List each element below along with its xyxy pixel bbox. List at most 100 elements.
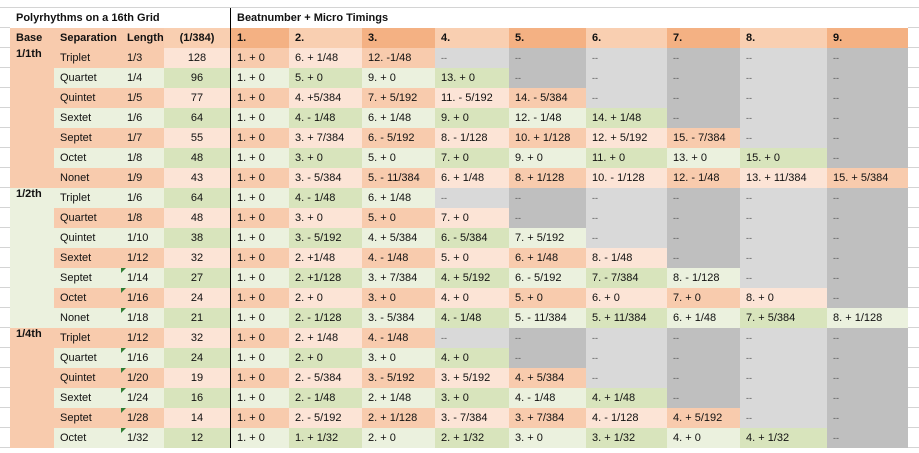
ticks-cell[interactable]: 43	[164, 168, 230, 188]
separation-cell[interactable]: Nonet	[54, 308, 121, 328]
beat-timing-cell[interactable]: 3. - 7/384	[435, 408, 509, 428]
beat-timing-cell[interactable]: 2. +1/128	[289, 268, 362, 288]
beat-timing-cell[interactable]: --	[827, 288, 908, 308]
beat-timing-cell[interactable]: 4. + 1/48	[586, 388, 667, 408]
beat-timing-cell[interactable]: 8. - 1/128	[667, 268, 740, 288]
separation-cell[interactable]: Quartet	[54, 348, 121, 368]
length-cell[interactable]: 1/32	[121, 428, 164, 448]
beat-timing-cell[interactable]: 2. - 1/48	[289, 388, 362, 408]
beat-timing-cell[interactable]: --	[586, 368, 667, 388]
beat-timing-cell[interactable]: --	[586, 88, 667, 108]
beat-timing-cell[interactable]: --	[740, 268, 827, 288]
beat-timing-cell[interactable]: --	[740, 228, 827, 248]
beat-timing-cell[interactable]: 2. + 1/32	[435, 428, 509, 448]
beat-timing-cell[interactable]: --	[509, 328, 586, 348]
beat-timing-cell[interactable]: 2. + 1/128	[362, 408, 435, 428]
beat-timing-cell[interactable]: --	[667, 48, 740, 68]
base-cell[interactable]: 1/4th	[10, 328, 54, 448]
beat-timing-cell[interactable]: 4. - 1/48	[362, 248, 435, 268]
beat-timing-cell[interactable]: --	[435, 48, 509, 68]
beat-timing-cell[interactable]: --	[827, 228, 908, 248]
beat-timing-cell[interactable]: 4. - 1/48	[289, 108, 362, 128]
ticks-cell[interactable]: 48	[164, 208, 230, 228]
beat-timing-cell[interactable]: 15. - 7/384	[667, 128, 740, 148]
beat-timing-cell[interactable]: --	[740, 128, 827, 148]
column-header[interactable]: 7.	[667, 28, 740, 48]
beat-timing-cell[interactable]: 7. + 5/384	[740, 308, 827, 328]
ticks-cell[interactable]: 96	[164, 68, 230, 88]
beat-timing-cell[interactable]: 4. + 0	[667, 428, 740, 448]
beat-timing-cell[interactable]: 12. -1/48	[362, 48, 435, 68]
beat-timing-cell[interactable]: 6. + 0	[586, 288, 667, 308]
column-header[interactable]: 4.	[435, 28, 509, 48]
empty-cell[interactable]	[740, 8, 827, 28]
beat-timing-cell[interactable]: --	[827, 148, 908, 168]
beat-timing-cell[interactable]: --	[827, 248, 908, 268]
beat-timing-cell[interactable]: 4. + 0	[435, 288, 509, 308]
length-cell[interactable]: 1/24	[121, 388, 164, 408]
column-header[interactable]: Length	[121, 28, 164, 48]
beat-timing-cell[interactable]: 4. + 5/384	[362, 228, 435, 248]
beat-timing-cell[interactable]: 3. + 7/384	[362, 268, 435, 288]
ticks-cell[interactable]: 27	[164, 268, 230, 288]
beat-timing-cell[interactable]: --	[509, 188, 586, 208]
beat-timing-cell[interactable]: 1. + 0	[230, 348, 289, 368]
beat-timing-cell[interactable]: 6. - 5/192	[509, 268, 586, 288]
beat-timing-cell[interactable]: 7. + 5/192	[362, 88, 435, 108]
ticks-cell[interactable]: 24	[164, 348, 230, 368]
column-header[interactable]: 6.	[586, 28, 667, 48]
beat-timing-cell[interactable]: 6. + 1/48	[362, 108, 435, 128]
beat-timing-cell[interactable]: 3. + 0	[289, 148, 362, 168]
ticks-cell[interactable]: 55	[164, 128, 230, 148]
column-header[interactable]: 3.	[362, 28, 435, 48]
length-cell[interactable]: 1/8	[121, 148, 164, 168]
beat-timing-cell[interactable]: 3. + 1/32	[586, 428, 667, 448]
beat-timing-cell[interactable]: --	[667, 388, 740, 408]
beat-timing-cell[interactable]: --	[667, 368, 740, 388]
beat-timing-cell[interactable]: --	[740, 248, 827, 268]
beat-timing-cell[interactable]: 7. - 7/384	[586, 268, 667, 288]
beat-timing-cell[interactable]: 1. + 0	[230, 328, 289, 348]
beat-timing-cell[interactable]: 3. + 0	[362, 348, 435, 368]
beat-timing-cell[interactable]: --	[827, 48, 908, 68]
beat-timing-cell[interactable]: --	[667, 88, 740, 108]
beat-timing-cell[interactable]: --	[827, 128, 908, 148]
beat-timing-cell[interactable]: 7. + 0	[667, 288, 740, 308]
beat-timing-cell[interactable]: 12. + 5/192	[586, 128, 667, 148]
beat-timing-cell[interactable]: 3. + 0	[362, 288, 435, 308]
beat-timing-cell[interactable]: --	[827, 428, 908, 448]
empty-cell[interactable]	[164, 8, 230, 28]
length-cell[interactable]: 1/4	[121, 68, 164, 88]
ticks-cell[interactable]: 128	[164, 48, 230, 68]
separation-cell[interactable]: Quintet	[54, 88, 121, 108]
beat-timing-cell[interactable]: 12. - 1/48	[509, 108, 586, 128]
beat-timing-cell[interactable]: 4. + 0	[435, 348, 509, 368]
beat-timing-cell[interactable]: 13. + 11/384	[740, 168, 827, 188]
separation-cell[interactable]: Septet	[54, 408, 121, 428]
beat-timing-cell[interactable]: --	[667, 108, 740, 128]
length-cell[interactable]: 1/10	[121, 228, 164, 248]
beat-timing-cell[interactable]: --	[586, 328, 667, 348]
beat-timing-cell[interactable]: 1. + 0	[230, 308, 289, 328]
ticks-cell[interactable]: 19	[164, 368, 230, 388]
base-cell[interactable]: 1/2th	[10, 188, 54, 328]
ticks-cell[interactable]: 48	[164, 148, 230, 168]
ticks-cell[interactable]: 64	[164, 188, 230, 208]
beat-timing-cell[interactable]: 11. + 0	[586, 148, 667, 168]
beat-timing-cell[interactable]: 13. + 0	[435, 68, 509, 88]
beat-timing-cell[interactable]: 3. - 5/192	[362, 368, 435, 388]
length-cell[interactable]: 1/16	[121, 348, 164, 368]
beat-timing-cell[interactable]: 1. + 0	[230, 108, 289, 128]
beat-timing-cell[interactable]: 1. + 0	[230, 268, 289, 288]
empty-cell[interactable]	[667, 8, 740, 28]
beat-timing-cell[interactable]: 4. - 1/128	[586, 408, 667, 428]
empty-cell[interactable]	[509, 8, 586, 28]
separation-cell[interactable]: Octet	[54, 428, 121, 448]
beat-timing-cell[interactable]: 9. + 0	[509, 148, 586, 168]
length-cell[interactable]: 1/28	[121, 408, 164, 428]
beat-timing-cell[interactable]: 1. + 0	[230, 68, 289, 88]
beat-timing-cell[interactable]: 2. - 5/384	[289, 368, 362, 388]
beat-timing-cell[interactable]: --	[667, 68, 740, 88]
beat-timing-cell[interactable]: --	[827, 188, 908, 208]
beat-timing-cell[interactable]: 4. - 1/48	[362, 328, 435, 348]
